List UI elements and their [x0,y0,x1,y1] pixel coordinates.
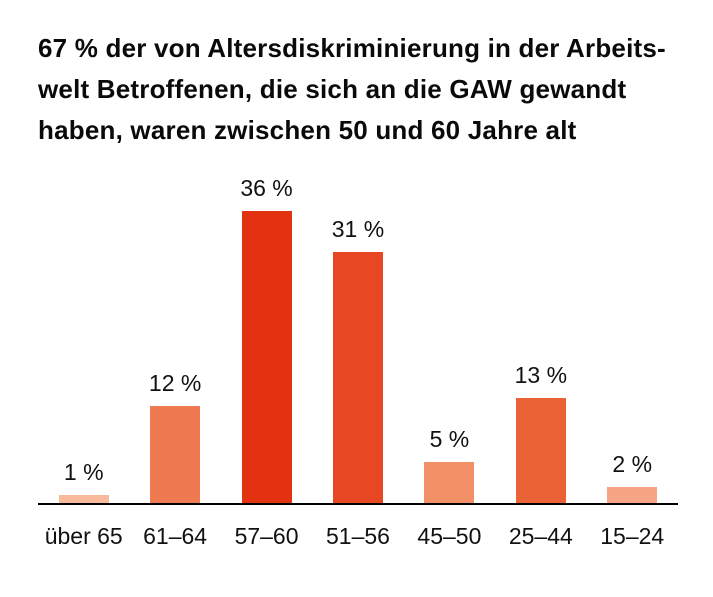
category-labels-row: über 65 61–64 57–60 51–56 45–50 25–44 15–24 [38,523,678,550]
bar-value-label: 5 % [429,425,470,452]
bar-group: 1 % [38,459,129,503]
bar-group: 13 % [495,362,586,503]
chart-title-line-3: haben, waren zwischen 50 und 60 Jahre al… [38,115,577,145]
bar [607,487,658,503]
bar [150,406,201,503]
bar-value-label: 1 % [63,458,104,485]
bar [515,398,566,503]
category-label: 61–64 [143,523,208,549]
chart-title: 67 % der von Altersdiskriminierung in de… [38,28,698,151]
bar [58,495,109,503]
bar-chart: 1 % 12 % 36 % 31 % 5 % 13 % 2 % über 65 61–64 57… [38,168,678,550]
bar [424,462,475,503]
bar [241,211,292,503]
category-label: 45–50 [417,523,482,549]
bar-group: 31 % [312,216,403,503]
bar-group: 2 % [587,451,678,503]
bar-value-label: 13 % [514,361,568,388]
bar-group: 36 % [221,175,312,503]
bar-value-label: 36 % [240,174,293,201]
category-label: 25–44 [508,523,573,549]
x-axis-line [38,503,678,505]
bar-group: 12 % [129,370,220,503]
bars-row: 1 % 12 % 36 % 31 % 5 % 13 % 2 % [38,168,678,503]
chart-title-line-2: welt Betroffenen, die sich an die GAW ge… [38,74,627,104]
category-label: 15–24 [600,523,665,549]
bar [332,252,383,503]
bar-group: 5 % [404,426,495,503]
bar-value-label: 31 % [331,215,385,242]
chart-title-line-1: 67 % der von Altersdiskriminierung in de… [38,33,666,63]
category-label: 51–56 [325,523,390,549]
category-label: über 65 [44,523,123,549]
bar-value-label: 12 % [148,369,202,396]
category-label: 57–60 [234,523,299,549]
bar-value-label: 2 % [612,450,653,477]
